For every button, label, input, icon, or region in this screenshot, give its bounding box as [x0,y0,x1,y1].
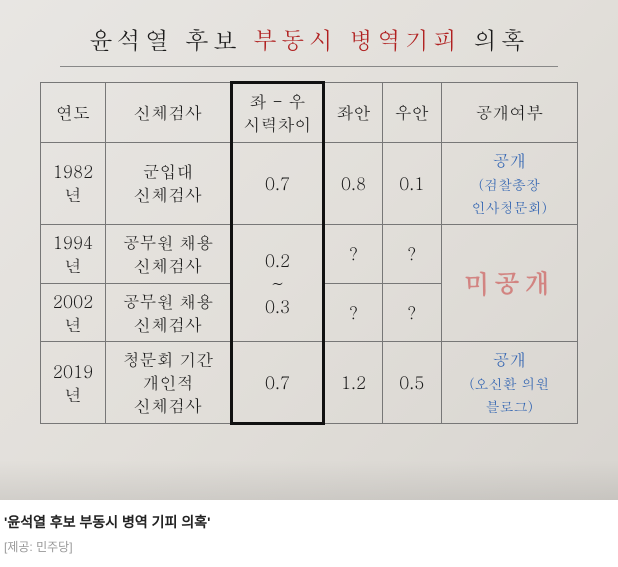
th-diff: 좌 - 우 시력차이 [231,83,323,143]
cell-open-merged: 미공개 [441,224,577,342]
cell-left: 0.8 [324,142,383,224]
th-year: 연도 [41,83,106,143]
cell-right: 0.5 [382,342,441,424]
document-title: 윤석열 후보 부동시 병역기피 의혹 [60,18,558,67]
cell-year: 1982년 [41,142,106,224]
cell-exam: 군입대 신체검사 [106,142,232,224]
cell-year: 2002년 [41,283,106,342]
open-title: 공개 [492,148,526,172]
title-part1: 윤석열 후보 [89,22,241,56]
title-part3: 의혹 [473,22,529,56]
table-row: 1982년 군입대 신체검사 0.7 0.8 0.1 공개 (검찰총장 인사청문… [41,142,578,224]
cell-open: 공개 (검찰총장 인사청문회) [441,142,577,224]
cell-year: 2019년 [41,342,106,424]
cell-open: 공개 (오신환 의원 블로그) [441,342,577,424]
caption: '윤석열 후보 부동시 병역 기피 의혹' [제공: 민주당] [0,500,618,559]
th-exam: 신체검사 [106,83,232,143]
diff-top: 0.2 [265,248,290,272]
cell-exam: 공무원 채용 신체검사 [106,283,232,342]
photo-shadow [0,460,618,500]
caption-title: '윤석열 후보 부동시 병역 기피 의혹' [4,512,614,532]
cell-right: 0.1 [382,142,441,224]
open-sub: (검찰총장 인사청문회) [472,174,547,217]
open-sub: (오신환 의원 블로그) [469,373,549,416]
diff-bot: 0.3 [265,294,290,318]
th-left: 좌안 [324,83,383,143]
table-row: 2019년 청문회 기간 개인적 신체검사 0.7 1.2 0.5 공개 (오신… [41,342,578,424]
cell-right-q: ? [382,283,441,342]
cell-left-q: ? [324,283,383,342]
cell-diff-merged: 0.2 ~ 0.3 [231,224,323,342]
cell-left-q: ? [324,224,383,283]
th-right: 우안 [382,83,441,143]
cell-year: 1994년 [41,224,106,283]
table-header-row: 연도 신체검사 좌 - 우 시력차이 좌안 우안 공개여부 [41,83,578,143]
open-title: 공개 [492,347,526,371]
diff-sep: ~ [271,271,284,295]
cell-diff: 0.7 [231,342,323,424]
vision-table: 연도 신체검사 좌 - 우 시력차이 좌안 우안 공개여부 1982년 군입대 … [40,81,578,425]
cell-right-q: ? [382,224,441,283]
cell-diff: 0.7 [231,142,323,224]
document-photo: 윤석열 후보 부동시 병역기피 의혹 연도 신체검사 좌 - 우 시력차이 좌안… [0,0,618,500]
caption-source: [제공: 민주당] [4,538,614,555]
table-row: 1994년 공무원 채용 신체검사 0.2 ~ 0.3 ? ? 미공개 [41,224,578,283]
cell-exam: 공무원 채용 신체검사 [106,224,232,283]
th-open: 공개여부 [441,83,577,143]
cell-exam: 청문회 기간 개인적 신체검사 [106,342,232,424]
undisclosed-stamp: 미공개 [464,265,555,302]
cell-left: 1.2 [324,342,383,424]
title-part2-red: 부동시 병역기피 [253,22,461,56]
